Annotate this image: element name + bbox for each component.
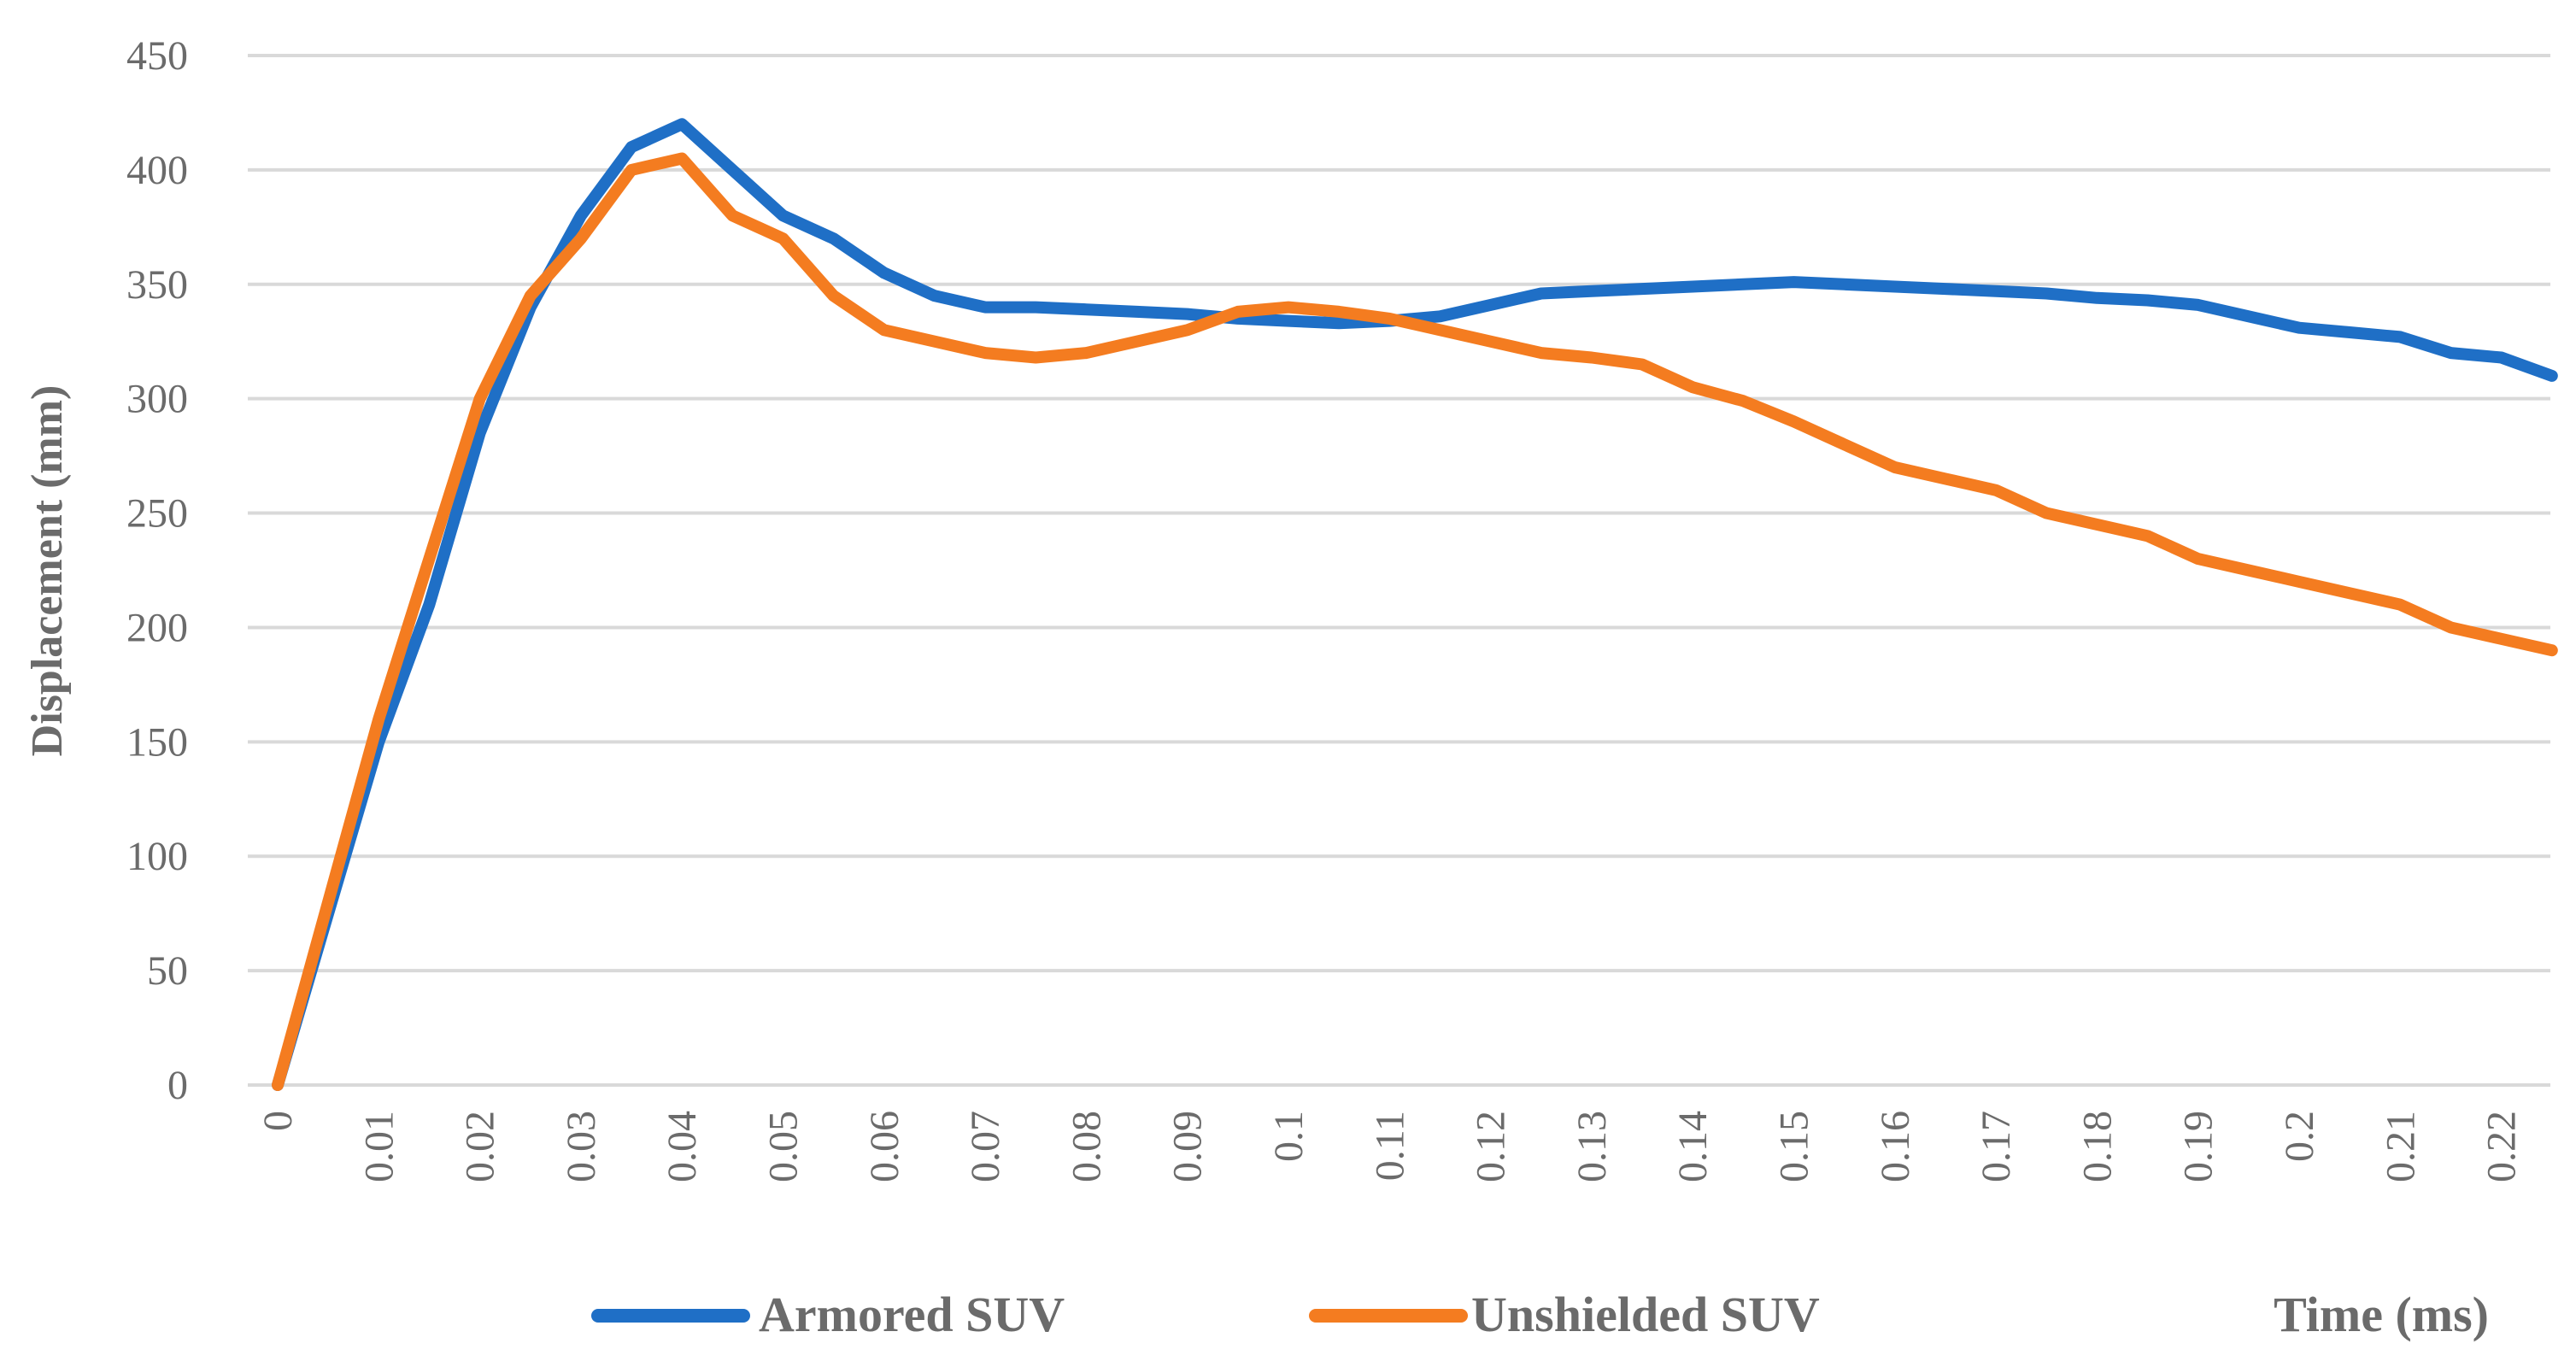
x-tick-label: 0.12 [1469, 1111, 1514, 1182]
x-tick-label: 0.11 [1367, 1111, 1412, 1181]
y-tick-label: 350 [126, 262, 188, 308]
x-tick-label: 0.01 [356, 1111, 402, 1182]
x-tick-label: 0.04 [660, 1111, 705, 1182]
x-tick-label: 0.19 [2176, 1111, 2221, 1182]
x-tick-label: 0.15 [1772, 1111, 1817, 1182]
x-tick-label: 0.13 [1570, 1111, 1615, 1182]
y-tick-label: 300 [126, 377, 188, 422]
x-tick-label: 0.08 [1064, 1111, 1109, 1182]
x-tick-label: 0.1 [1266, 1111, 1311, 1162]
legend: Armored SUV Unshielded SUV [591, 1287, 1820, 1342]
x-tick-label: 0.2 [2277, 1111, 2322, 1162]
legend-label: Armored SUV [759, 1287, 1065, 1342]
x-axis-title: Time (ms) [2274, 1287, 2489, 1342]
y-tick-label: 100 [126, 834, 188, 879]
legend-item-unshielded-suv: Unshielded SUV [1309, 1287, 1820, 1342]
x-tick-label: 0 [255, 1111, 301, 1131]
y-axis-title: Displacement (mm) [23, 385, 72, 757]
x-tick-label: 0.14 [1670, 1111, 1716, 1182]
series-lines [272, 118, 2558, 1091]
legend-label: Unshielded SUV [1471, 1287, 1820, 1342]
y-tick-label: 400 [126, 148, 188, 193]
gridlines [248, 54, 2550, 1087]
series-line-unshielded-suv [272, 152, 2558, 1091]
series-line-armored-suv [272, 118, 2558, 1091]
x-tick-label: 0.06 [862, 1111, 907, 1182]
x-tick-label: 0.03 [559, 1111, 604, 1182]
y-tick-label: 150 [126, 719, 188, 765]
x-tick-label: 0.21 [2378, 1111, 2423, 1182]
x-tick-label: 0.18 [2074, 1111, 2120, 1182]
x-tick-label: 0.09 [1165, 1111, 1211, 1182]
y-tick-label: 450 [126, 33, 188, 79]
x-tick-label: 0.22 [2479, 1111, 2525, 1182]
x-tick-label: 0.17 [1974, 1111, 2019, 1182]
y-tick-label: 250 [126, 491, 188, 537]
x-axis-ticks: 0 0.01 0.02 0.03 0.04 0.05 0.06 0.07 0.08 0.09 0.1… [255, 1111, 2525, 1182]
y-axis-ticks: 0 50 100 150 200 250 300 350 400 450 [126, 33, 188, 1108]
y-tick-label: 0 [167, 1063, 188, 1108]
x-tick-label: 0.07 [963, 1111, 1008, 1182]
x-tick-label: 0.16 [1873, 1111, 1918, 1182]
x-tick-label: 0.02 [458, 1111, 503, 1182]
x-tick-label: 0.05 [761, 1111, 807, 1182]
y-tick-label: 200 [126, 605, 188, 650]
legend-item-armored-suv: Armored SUV [591, 1287, 1065, 1342]
y-tick-label: 50 [147, 948, 188, 994]
